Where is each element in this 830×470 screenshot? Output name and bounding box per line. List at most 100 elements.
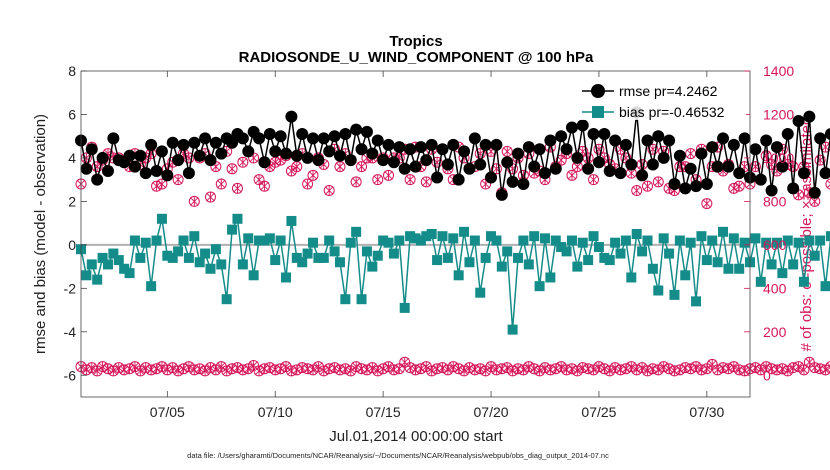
rmse-point <box>792 114 805 127</box>
bias-point <box>254 235 265 246</box>
obs-count-lower-assimilated-point <box>351 361 361 372</box>
obs-count-lower-assimilated-point <box>724 363 733 374</box>
chart-subtitle: RADIOSONDE_U_WIND_COMPONENT @ 100 hPa <box>239 49 594 66</box>
rmse-point <box>814 132 827 145</box>
rmse-point <box>441 158 454 171</box>
obs-count-upper-assimilated-point <box>373 174 383 185</box>
bias-point <box>135 252 146 263</box>
obs-count-lower-assimilated-point <box>82 364 91 375</box>
rmse-point <box>652 130 665 143</box>
x-tick-label: 07/30 <box>689 404 724 420</box>
obs-count-upper-assimilated-point <box>260 181 269 192</box>
rmse-point <box>301 151 314 164</box>
rmse-point <box>522 141 535 154</box>
obs-count-lower-assimilated-point <box>600 363 609 374</box>
bias-point <box>146 281 157 292</box>
bias-point <box>696 231 707 242</box>
obs-count-lower-assimilated-point <box>686 363 695 374</box>
rmse-point <box>290 149 303 162</box>
obs-count-upper-assimilated-point <box>653 176 663 187</box>
rmse-point <box>797 167 810 180</box>
rmse-point <box>107 132 120 145</box>
obs-count-lower-assimilated-point <box>319 365 329 376</box>
bias-point <box>124 268 135 279</box>
bias-point <box>486 231 497 242</box>
bias-point <box>388 248 399 259</box>
obs-count-upper-assimilated-point <box>567 170 577 181</box>
obs-count-lower-assimilated-point <box>265 362 275 373</box>
obs-count-lower-assimilated-point <box>362 364 372 375</box>
rmse-point <box>366 147 379 160</box>
rmse-point <box>312 154 325 167</box>
rmse-point <box>490 138 503 151</box>
rmse-point <box>420 154 433 167</box>
bias-point <box>189 231 200 242</box>
obs-count-lower-assimilated-point <box>195 363 205 374</box>
bias-point <box>782 235 793 246</box>
bias-point <box>453 270 464 281</box>
rmse-point <box>565 121 578 134</box>
rmse-point <box>636 169 649 182</box>
obs-count-lower-assimilated-point <box>233 362 242 373</box>
bias-point <box>437 231 448 242</box>
obs-count-lower-assimilated-point <box>448 361 458 372</box>
bias-point <box>243 233 254 244</box>
obs-count-lower-assimilated-point <box>292 364 302 375</box>
bias-point <box>691 296 702 307</box>
obs-count-lower-assimilated-point <box>594 361 604 372</box>
rmse-point <box>80 162 93 175</box>
obs-count-lower-assimilated-point <box>141 362 151 373</box>
obs-count-lower-assimilated-point <box>826 362 830 371</box>
bias-point <box>340 294 351 305</box>
rmse-point <box>350 123 363 136</box>
bias-point <box>755 276 766 287</box>
data-file-footnote: data file: /Users/gharamti/Documents/NCA… <box>187 451 609 460</box>
bias-point <box>92 274 103 285</box>
obs-count-lower-assimilated-point <box>508 365 517 376</box>
rmse-point <box>387 156 400 169</box>
bias-point <box>583 255 594 266</box>
obs-count-upper-assimilated-point <box>335 161 345 172</box>
rmse-point <box>285 110 298 123</box>
obs-count-lower-assimilated-point <box>465 362 474 373</box>
obs-count-upper-assimilated-point <box>270 157 280 168</box>
rmse-point <box>393 141 406 154</box>
bias-point <box>356 294 367 305</box>
rmse-point <box>355 143 368 156</box>
obs-count-lower-assimilated-point <box>173 365 183 376</box>
bias-point <box>637 246 648 257</box>
rmse-point <box>377 154 390 167</box>
bias-point <box>324 235 335 246</box>
y-left-tick-label: 4 <box>68 150 76 166</box>
bias-point <box>151 235 162 246</box>
bias-point <box>707 235 718 246</box>
obs-count-lower-assimilated-point <box>152 363 161 374</box>
rmse-point <box>101 164 114 177</box>
rmse-point <box>398 162 411 175</box>
rmse-point <box>684 162 697 175</box>
bias-point <box>205 263 216 274</box>
bias-point <box>119 263 130 274</box>
obs-count-upper-assimilated-point <box>357 161 366 172</box>
bias-point <box>647 263 658 274</box>
rmse-point <box>706 141 719 154</box>
rmse-point <box>172 154 185 167</box>
y-right-tick-label: 800 <box>763 193 787 209</box>
rmse-point <box>317 132 330 145</box>
y-left-tick-label: -6 <box>64 367 77 383</box>
rmse-point <box>770 141 783 154</box>
rmse-point <box>582 162 595 175</box>
obs-count-lower-assimilated-point <box>179 363 188 374</box>
bias-point <box>798 276 809 287</box>
bias-point <box>529 231 540 242</box>
bias-point <box>421 231 432 242</box>
rmse-point <box>749 143 762 156</box>
rmse-point <box>544 134 557 147</box>
bias-point <box>318 252 329 263</box>
bias-point <box>297 257 308 268</box>
obs-count-upper-assimilated-point <box>324 185 334 196</box>
bias-point <box>102 259 113 270</box>
bias-point <box>210 244 221 255</box>
obs-count-upper-assimilated-point <box>729 183 739 194</box>
rmse-point <box>128 160 141 173</box>
